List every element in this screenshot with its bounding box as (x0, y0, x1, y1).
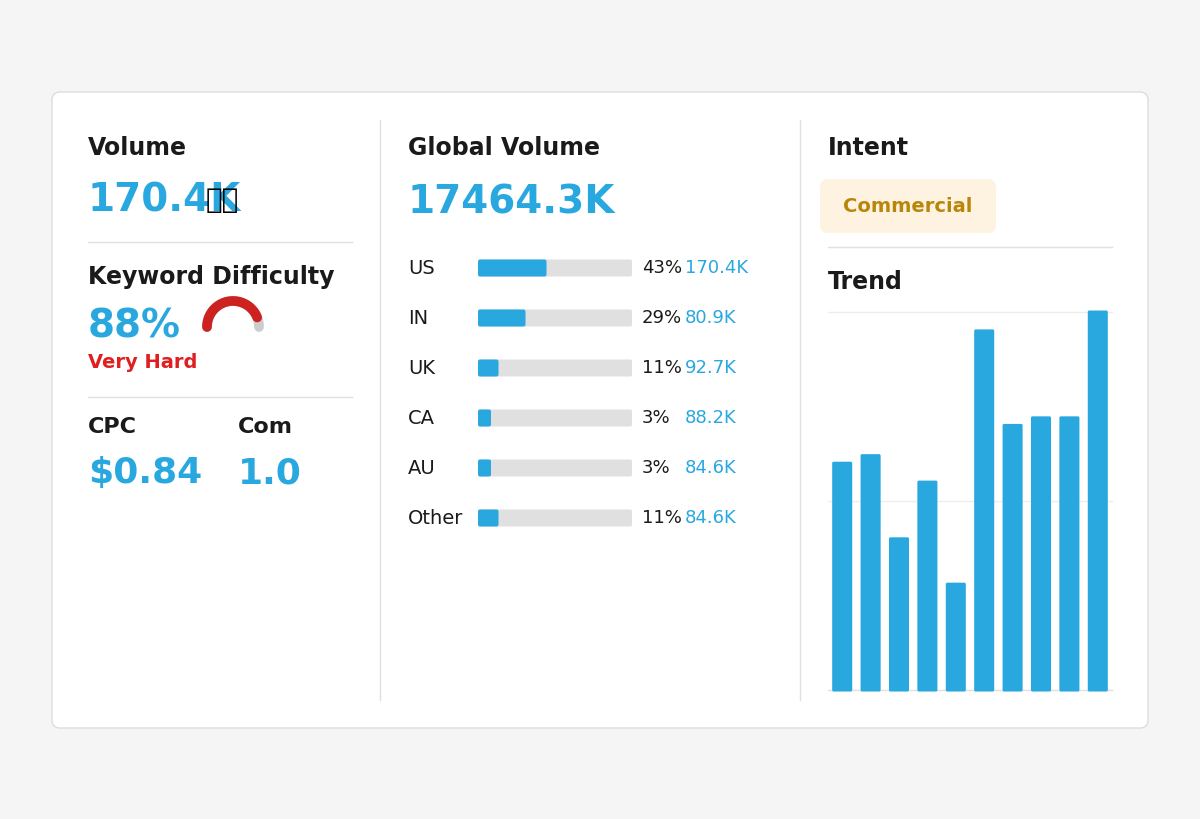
FancyBboxPatch shape (820, 179, 996, 233)
Text: Com: Com (238, 417, 293, 437)
FancyBboxPatch shape (917, 481, 937, 691)
Text: 1.0: 1.0 (238, 456, 302, 490)
Text: Volume: Volume (88, 136, 187, 160)
Text: 17464.3K: 17464.3K (408, 184, 616, 222)
Text: 3%: 3% (642, 459, 671, 477)
Text: Intent: Intent (828, 136, 910, 160)
FancyBboxPatch shape (478, 459, 491, 477)
Text: 11%: 11% (642, 359, 682, 377)
Text: US: US (408, 259, 434, 278)
FancyBboxPatch shape (478, 310, 632, 327)
Text: 80.9K: 80.9K (685, 309, 737, 327)
FancyBboxPatch shape (889, 537, 910, 691)
FancyBboxPatch shape (478, 410, 491, 427)
FancyBboxPatch shape (478, 360, 632, 377)
FancyBboxPatch shape (478, 260, 632, 277)
Text: 11%: 11% (642, 509, 682, 527)
Text: Commercial: Commercial (844, 197, 973, 215)
Text: 92.7K: 92.7K (685, 359, 737, 377)
Text: AU: AU (408, 459, 436, 477)
Text: 43%: 43% (642, 259, 682, 277)
Text: 170.4K: 170.4K (685, 259, 748, 277)
Text: IN: IN (408, 309, 428, 328)
Text: Trend: Trend (828, 270, 902, 294)
Text: Very Hard: Very Hard (88, 352, 197, 372)
Text: Keyword Difficulty: Keyword Difficulty (88, 265, 335, 289)
Text: CA: CA (408, 409, 436, 428)
FancyBboxPatch shape (478, 310, 526, 327)
FancyBboxPatch shape (946, 582, 966, 691)
FancyBboxPatch shape (478, 410, 632, 427)
Text: 29%: 29% (642, 309, 682, 327)
FancyBboxPatch shape (478, 509, 498, 527)
Text: 88%: 88% (88, 308, 181, 346)
FancyBboxPatch shape (478, 260, 546, 277)
Text: CPC: CPC (88, 417, 137, 437)
Text: 84.6K: 84.6K (685, 459, 737, 477)
FancyBboxPatch shape (974, 329, 995, 691)
FancyBboxPatch shape (860, 455, 881, 691)
FancyBboxPatch shape (1002, 424, 1022, 691)
Text: 84.6K: 84.6K (685, 509, 737, 527)
Text: 3%: 3% (642, 409, 671, 427)
FancyBboxPatch shape (52, 92, 1148, 728)
FancyBboxPatch shape (1031, 416, 1051, 691)
Text: 170.4K: 170.4K (88, 181, 241, 219)
FancyBboxPatch shape (1060, 416, 1080, 691)
FancyBboxPatch shape (832, 462, 852, 691)
Text: UK: UK (408, 359, 436, 378)
Text: 88.2K: 88.2K (685, 409, 737, 427)
Text: Global Volume: Global Volume (408, 136, 600, 160)
FancyBboxPatch shape (1087, 310, 1108, 691)
FancyBboxPatch shape (478, 459, 632, 477)
FancyBboxPatch shape (478, 360, 498, 377)
FancyBboxPatch shape (478, 509, 632, 527)
Text: 🇺🇸: 🇺🇸 (206, 186, 239, 214)
Text: $0.84: $0.84 (88, 456, 203, 490)
Text: Other: Other (408, 509, 463, 527)
